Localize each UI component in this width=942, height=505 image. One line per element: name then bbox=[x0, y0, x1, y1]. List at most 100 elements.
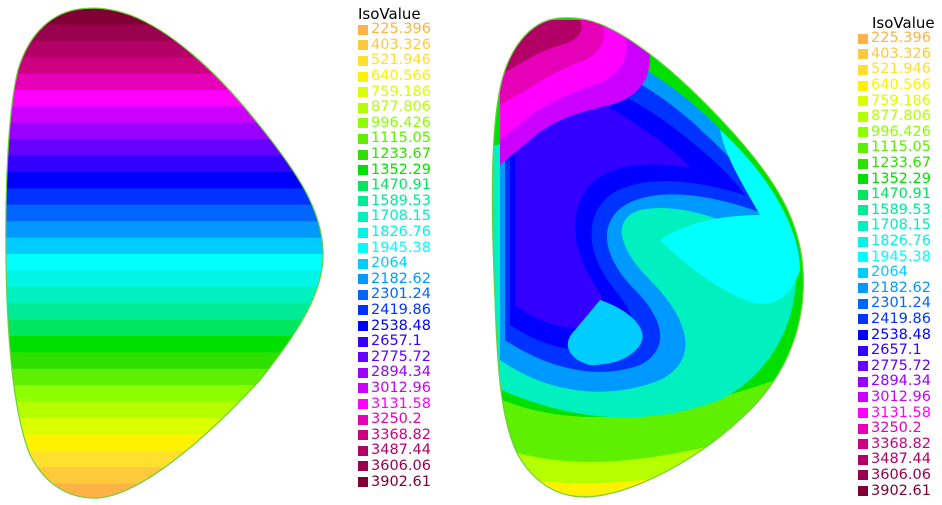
left-legend-item: 2894.34 bbox=[358, 365, 431, 381]
right-legend-label: 1470.91 bbox=[871, 186, 931, 203]
right-legend-swatch bbox=[858, 49, 868, 60]
left-legend-swatch bbox=[358, 399, 368, 410]
left-legend-label: 1708.15 bbox=[371, 208, 431, 225]
right-legend-swatch bbox=[858, 111, 868, 122]
right-legend-swatch bbox=[858, 376, 868, 387]
left-legend-item: 1708.15 bbox=[358, 209, 431, 225]
left-legend-item: 2182.62 bbox=[358, 270, 431, 288]
left-legend-item: 2301.24 bbox=[358, 287, 431, 303]
right-legend-item: 3606.06 bbox=[858, 467, 935, 484]
left-legend-label: 521.946 bbox=[371, 52, 431, 69]
left-legend-label: 640.566 bbox=[371, 68, 431, 85]
right-legend-item: 3012.96 bbox=[858, 389, 935, 406]
left-legend-swatch bbox=[358, 445, 368, 456]
right-legend-label: 640.566 bbox=[871, 77, 931, 94]
left-legend-item: 225.396 bbox=[358, 22, 431, 38]
left-legend-swatch bbox=[358, 24, 368, 35]
left-legend-label: 403.326 bbox=[371, 36, 431, 53]
right-legend-swatch bbox=[858, 142, 868, 153]
left-legend-item: 1352.29 bbox=[358, 162, 431, 178]
left-plot-band bbox=[5, 172, 324, 189]
right-legend-item: 2657.1 bbox=[858, 343, 935, 359]
left-legend-item: 3368.82 bbox=[358, 427, 431, 443]
right-legend-label: 2419.86 bbox=[871, 310, 931, 327]
left-legend-swatch bbox=[358, 258, 368, 269]
right-legend-title: IsoValue bbox=[872, 14, 935, 32]
left-legend-label: 3012.96 bbox=[371, 379, 431, 396]
right-legend-item: 1115.05 bbox=[858, 140, 935, 156]
right-legend-item: 2894.34 bbox=[858, 374, 935, 390]
right-legend-swatch bbox=[858, 80, 868, 91]
left-legend-swatch bbox=[358, 87, 368, 98]
right-legend-item: 2064 bbox=[858, 265, 935, 281]
left-legend-swatch bbox=[358, 367, 368, 378]
left-plot-band bbox=[5, 237, 324, 255]
right-legend-item: 1589.53 bbox=[858, 202, 935, 219]
right-legend-label: 877.806 bbox=[871, 108, 931, 125]
right-legend-swatch bbox=[858, 158, 868, 169]
left-legend-label: 3902.61 bbox=[371, 473, 431, 490]
right-legend-label: 3487.44 bbox=[871, 451, 931, 468]
left-legend-swatch bbox=[358, 180, 368, 191]
right-legend-item: 877.806 bbox=[858, 109, 935, 125]
right-legend-rows: 225.396 403.326 521.946 640.566 759.186 877.8… bbox=[858, 31, 935, 499]
right-legend: IsoValue 225.396 403.326 521.946 640.566 759… bbox=[858, 15, 935, 499]
left-legend-item: 3487.44 bbox=[358, 443, 431, 459]
right-legend-item: 1826.76 bbox=[858, 234, 935, 250]
left-plot-band bbox=[5, 286, 324, 304]
right-legend-label: 2775.72 bbox=[871, 357, 931, 374]
right-legend-item: 2538.48 bbox=[858, 327, 935, 343]
right-legend-label: 1352.29 bbox=[871, 170, 931, 187]
left-legend-label: 2894.34 bbox=[371, 364, 431, 381]
left-plot-band bbox=[5, 303, 324, 321]
right-legend-label: 2064 bbox=[871, 264, 908, 281]
left-plot-band bbox=[5, 368, 324, 386]
right-legend-item: 1470.91 bbox=[858, 187, 935, 203]
right-legend-swatch bbox=[858, 298, 868, 309]
right-legend-item: 3250.2 bbox=[858, 421, 935, 437]
left-legend-item: 521.946 bbox=[358, 53, 431, 69]
left-legend-label: 996.426 bbox=[371, 114, 431, 131]
left-legend-item: 3250.2 bbox=[358, 412, 431, 428]
left-legend-item: 2775.72 bbox=[358, 349, 431, 365]
left-legend-label: 1115.05 bbox=[371, 130, 431, 147]
right-legend-label: 1945.38 bbox=[871, 248, 931, 265]
right-legend-label: 759.186 bbox=[871, 92, 931, 109]
right-legend-label: 1826.76 bbox=[871, 233, 931, 250]
right-legend-item: 2182.62 bbox=[858, 280, 935, 297]
left-legend-swatch bbox=[358, 414, 368, 425]
left-plot-band bbox=[5, 352, 324, 370]
right-legend-item: 521.946 bbox=[858, 62, 935, 78]
right-legend-swatch bbox=[858, 236, 868, 247]
left-legend-swatch bbox=[358, 196, 368, 207]
left-legend-item: 2064 bbox=[358, 256, 431, 272]
left-legend-swatch bbox=[358, 461, 368, 472]
right-legend-label: 996.426 bbox=[871, 123, 931, 140]
right-legend-label: 2301.24 bbox=[871, 295, 931, 312]
right-legend-item: 640.566 bbox=[858, 78, 935, 94]
right-legend-item: 403.326 bbox=[858, 46, 935, 63]
left-legend-label: 1470.91 bbox=[371, 177, 431, 194]
right-legend-label: 1233.67 bbox=[871, 155, 931, 172]
left-plot-band bbox=[5, 155, 324, 173]
right-legend-swatch bbox=[858, 189, 868, 200]
right-legend-swatch bbox=[858, 96, 868, 107]
left-plot-band bbox=[5, 270, 324, 288]
right-legend-item: 225.396 bbox=[858, 31, 935, 47]
left-legend-swatch bbox=[358, 165, 368, 176]
left-legend-label: 2301.24 bbox=[371, 286, 431, 303]
left-legend-label: 2182.62 bbox=[371, 270, 431, 287]
right-plot-boundary bbox=[491, 17, 804, 498]
left-plot-band bbox=[5, 319, 324, 337]
left-legend-item: 1115.05 bbox=[358, 131, 431, 147]
left-legend-item: 877.806 bbox=[358, 100, 431, 116]
left-legend-label: 3606.06 bbox=[371, 457, 431, 474]
left-legend-label: 2419.86 bbox=[371, 301, 431, 318]
right-legend-label: 521.946 bbox=[871, 61, 931, 78]
left-legend-item: 1945.38 bbox=[358, 240, 431, 256]
left-legend-swatch bbox=[358, 133, 368, 144]
left-plot-boundary bbox=[5, 7, 324, 499]
left-legend-swatch bbox=[358, 211, 368, 222]
